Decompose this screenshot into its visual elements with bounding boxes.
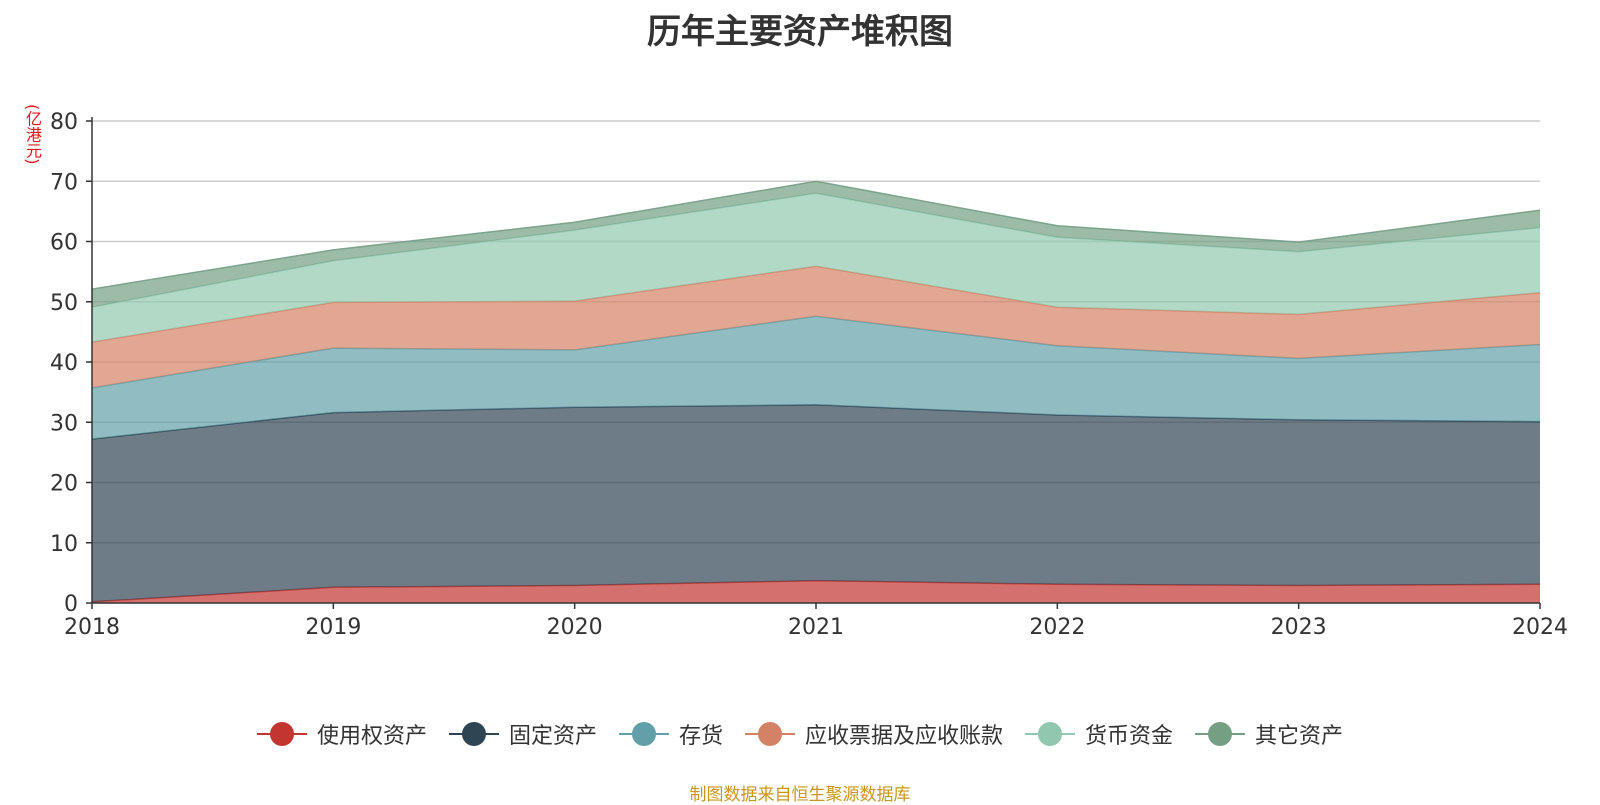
legend-marker-icon [448, 722, 499, 746]
area-应收票据及应收账款[interactable] [92, 266, 1540, 388]
legend-label: 应收票据及应收账款 [805, 724, 1004, 749]
y-tick-label: 0 [64, 592, 78, 617]
legend-item[interactable]: 使用权资产 [256, 718, 427, 750]
legend-label: 货币资金 [1085, 724, 1174, 749]
x-tick-label: 2021 [788, 615, 844, 640]
y-tick-label: 80 [50, 110, 78, 135]
axes [86, 117, 1541, 609]
tick-labels: 0 10 20 30 40 50 60 70 80 2018 2019 2020 2021 2022 202… [50, 110, 1568, 640]
legend-label: 存货 [678, 724, 723, 749]
chart-title: 历年主要资产堆积图 [647, 12, 953, 52]
x-tick-label: 2022 [1029, 615, 1085, 640]
y-tick-label: 30 [50, 411, 78, 436]
series-line-其它资产 [91, 180, 1541, 290]
y-axis-unit-label: (亿港元) [23, 104, 42, 165]
legend-item[interactable]: 存货 [618, 718, 723, 750]
y-tick-label: 70 [50, 170, 78, 195]
x-tick-label: 2020 [547, 615, 603, 640]
area-固定资产[interactable] [92, 404, 1540, 602]
legend-label: 使用权资产 [316, 724, 427, 749]
x-tick-label: 2024 [1512, 615, 1568, 640]
legend-marker-icon [745, 722, 795, 746]
legend-label: 固定资产 [508, 724, 597, 749]
legend-item[interactable]: 货币资金 [1025, 718, 1173, 750]
x-tick-label: 2019 [305, 615, 361, 640]
y-tick-label: 20 [50, 472, 78, 497]
area-其它资产[interactable] [92, 181, 1540, 308]
stacked-area-chart: 0 10 20 30 40 50 60 70 80 2018 2019 2020 2021 2022 202… [50, 110, 1568, 640]
x-tick-label: 2023 [1271, 615, 1327, 640]
legend-item[interactable]: 应收票据及应收账款 [745, 718, 1003, 750]
y-tick-label: 40 [50, 351, 78, 376]
legend-marker-icon [1195, 722, 1246, 746]
legend-label: 其它资产 [1255, 724, 1344, 749]
legend-item[interactable]: 其它资产 [1195, 718, 1343, 750]
x-tick-label: 2018 [64, 615, 120, 640]
y-tick-label: 50 [50, 291, 78, 316]
area-series [91, 180, 1541, 603]
legend-item[interactable]: 固定资产 [448, 718, 597, 750]
legend-marker-icon [618, 722, 669, 746]
area-使用权资产[interactable] [92, 580, 1540, 603]
y-tick-label: 10 [50, 532, 78, 557]
area-货币资金[interactable] [92, 193, 1540, 343]
legend: 使用权资产 固定资产 存货 应收票据及应收账款 货币资金 其它资产 [0, 718, 1600, 750]
area-存货[interactable] [92, 316, 1540, 440]
y-tick-label: 60 [50, 231, 78, 256]
data-source-note: 制图数据来自恒生聚源数据库 [689, 785, 911, 805]
legend-marker-icon [256, 722, 307, 746]
legend-marker-icon [1025, 722, 1076, 746]
